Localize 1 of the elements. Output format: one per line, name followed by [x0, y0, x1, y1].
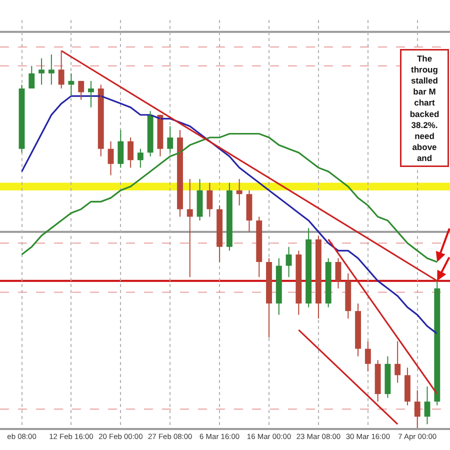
text: The throug stalled bar M chart backed 38.2%. need above and [410, 54, 440, 163]
